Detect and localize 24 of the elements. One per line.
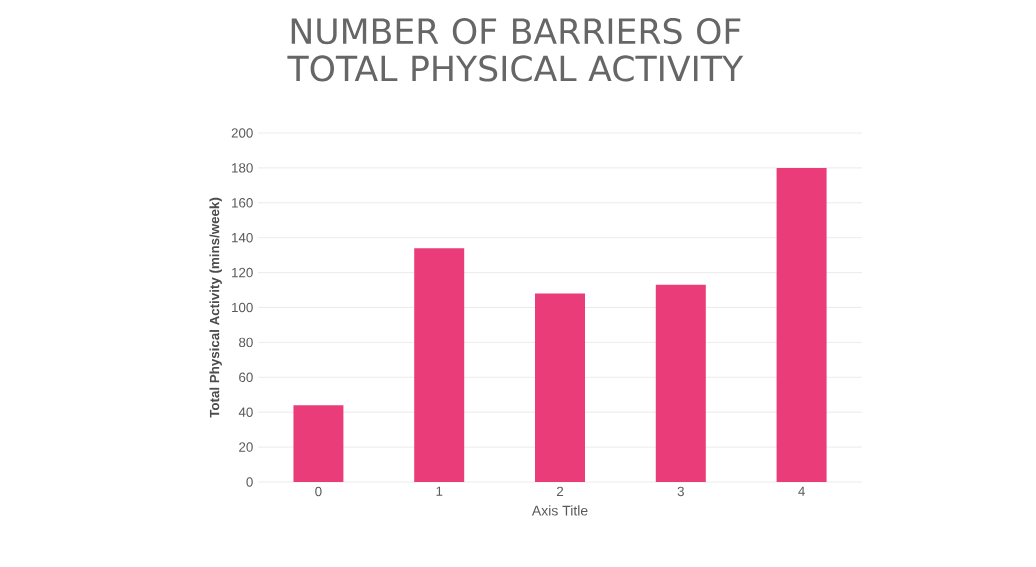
- x-tick-label: 3: [677, 486, 684, 497]
- x-tick-label: 4: [798, 486, 805, 496]
- bar: [776, 167, 827, 482]
- bar: [293, 405, 344, 482]
- y-tick-label: 20: [239, 442, 253, 452]
- x-tick-label: 1: [436, 486, 443, 496]
- y-tick-label: 80: [239, 337, 253, 348]
- y-axis-title: Total Physical Activity (mins/week): [209, 197, 222, 418]
- chart-title: NUMBER OF BARRIERS OF TOTAL PHYSICAL ACTIVITY: [287, 18, 744, 82]
- y-tick-label: 120: [232, 267, 253, 278]
- bar: [535, 293, 585, 482]
- y-tick-label: 160: [232, 198, 253, 208]
- y-tick-label: 40: [238, 407, 253, 417]
- bar: [414, 248, 465, 482]
- y-tick-label: 0: [246, 477, 253, 487]
- y-tick-label: 100: [232, 302, 253, 313]
- y-tick-label: 180: [232, 163, 253, 173]
- x-tick-label: 2: [556, 486, 564, 497]
- bar: [655, 284, 706, 482]
- x-tick-label: 0: [315, 486, 322, 497]
- y-tick-label: 200: [231, 128, 253, 138]
- y-tick-label: 140: [232, 232, 253, 243]
- x-axis-title: Axis Title: [531, 505, 588, 516]
- y-tick-label: 60: [239, 372, 253, 382]
